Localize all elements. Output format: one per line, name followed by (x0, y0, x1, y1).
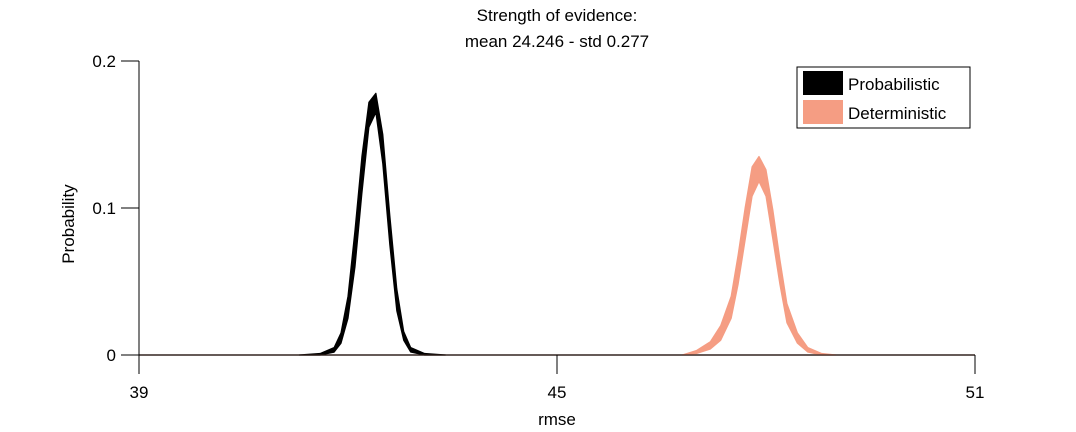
series-band-probabilistic (298, 92, 447, 356)
legend-swatch-deterministic (803, 100, 843, 124)
series-layer (139, 92, 975, 356)
chart-subtitle: mean 24.246 - std 0.277 (465, 32, 649, 51)
x-tick-label: 39 (130, 383, 149, 402)
y-tick-label: 0 (107, 346, 116, 365)
x-tick-label: 45 (548, 383, 567, 402)
y-tick-label: 0.2 (92, 52, 116, 71)
y-ticks: 0 0.1 0.2 (92, 52, 139, 365)
chart-title: Strength of evidence: (477, 6, 638, 25)
y-axis-label: Probability (59, 184, 78, 264)
legend-label-probabilistic: Probabilistic (848, 75, 940, 94)
legend-swatch-probabilistic (803, 71, 843, 95)
x-ticks: 39 45 51 (130, 355, 985, 402)
y-tick-label: 0.1 (92, 199, 116, 218)
series-band-deterministic (681, 155, 837, 356)
x-axis-label: rmse (538, 410, 576, 429)
x-tick-label: 51 (966, 383, 985, 402)
legend: Probabilistic Deterministic (796, 66, 971, 129)
legend-label-deterministic: Deterministic (848, 104, 947, 123)
